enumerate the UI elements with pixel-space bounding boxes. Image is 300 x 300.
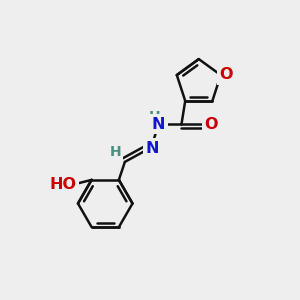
- Text: O: O: [219, 67, 232, 82]
- Text: HO: HO: [50, 177, 76, 192]
- Text: N: N: [146, 141, 159, 156]
- Text: O: O: [204, 117, 218, 132]
- Text: H: H: [110, 145, 121, 159]
- Text: N: N: [152, 117, 165, 132]
- Text: H: H: [149, 110, 161, 124]
